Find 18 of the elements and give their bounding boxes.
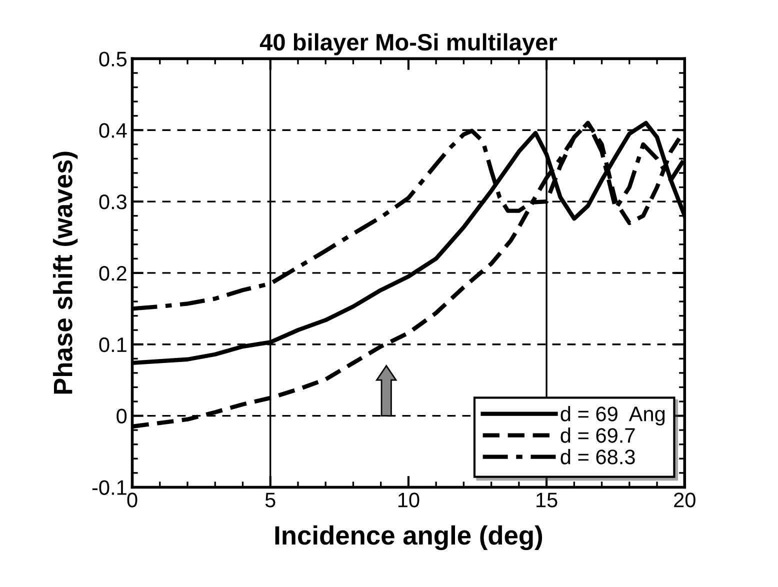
legend-label: d = 69 Ang (560, 406, 665, 426)
legend-label: d = 68.3 (560, 449, 635, 464)
legend-label: d = 69.7 (560, 428, 635, 443)
y-tick-label: 0 (116, 408, 127, 424)
y-axis-title: Phase shift (waves) (53, 152, 78, 394)
y-tick-label: 0.2 (99, 266, 126, 281)
x-tick-label: 10 (398, 492, 420, 508)
chart-title: 40 bilayer Mo-Si multilayer (260, 33, 558, 56)
x-tick-label: 0 (127, 492, 138, 508)
y-tick-label: 0.1 (99, 337, 126, 352)
x-tick-label: 15 (536, 492, 558, 508)
x-tick-label: 5 (265, 492, 276, 508)
y-tick-label: 0.5 (99, 52, 127, 66)
y-tick-label: -0.1 (92, 480, 126, 495)
y-tick-label: 0.3 (99, 194, 126, 210)
y-tick-label: 0.4 (99, 123, 127, 138)
x-axis-title: Incidence angle (deg) (275, 525, 542, 550)
x-tick-label: 20 (674, 492, 696, 508)
